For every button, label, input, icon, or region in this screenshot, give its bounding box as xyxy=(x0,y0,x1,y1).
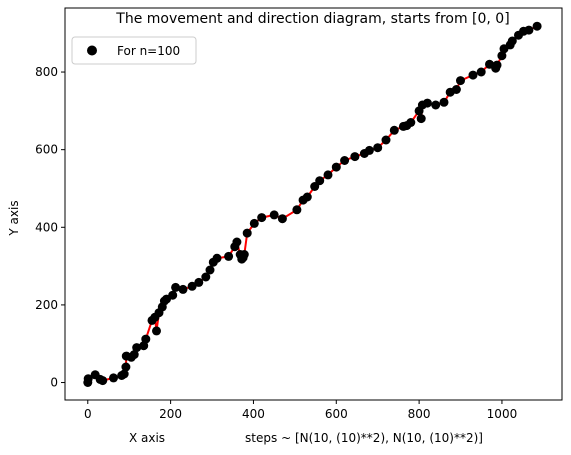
data-point xyxy=(242,228,252,238)
data-point xyxy=(239,250,249,259)
data-point xyxy=(98,376,108,386)
legend-label: For n=100 xyxy=(117,44,180,58)
data-point xyxy=(168,290,178,300)
data-point xyxy=(232,237,242,247)
data-point xyxy=(224,251,234,261)
data-point xyxy=(152,326,161,336)
y-tick-label: 600 xyxy=(35,143,58,157)
x-tick-label: 400 xyxy=(242,407,265,421)
data-point xyxy=(292,205,302,215)
data-point xyxy=(406,118,416,127)
data-point xyxy=(507,36,517,46)
data-point xyxy=(364,145,374,155)
data-point xyxy=(194,277,204,287)
data-point xyxy=(187,281,197,291)
data-point xyxy=(532,21,542,31)
data-point xyxy=(416,114,426,124)
x-axis-ticks: 0 200 400 600 800 1000 xyxy=(84,400,517,421)
x-axis-note: steps ~ [N(10, (10)**2), N(10, (10)**2)] xyxy=(245,431,483,445)
y-tick-label: 0 xyxy=(50,376,58,390)
chart-title: The movement and direction diagram, star… xyxy=(115,11,509,27)
y-tick-label: 800 xyxy=(35,65,58,79)
y-axis-label: Y axis xyxy=(7,200,21,236)
data-point xyxy=(323,170,333,180)
x-tick-label: 1000 xyxy=(487,407,518,421)
data-point xyxy=(492,60,502,70)
x-axis-label: X axis xyxy=(129,431,165,445)
plot-area xyxy=(83,21,542,387)
data-point xyxy=(119,369,129,379)
data-point xyxy=(201,272,211,282)
legend-box xyxy=(71,36,197,65)
data-point xyxy=(205,265,215,275)
x-tick-label: 200 xyxy=(159,407,182,421)
data-point xyxy=(109,373,118,383)
y-axis-ticks: 0 200 400 600 800 xyxy=(35,65,65,390)
data-point xyxy=(476,67,486,77)
y-tick-label: 400 xyxy=(35,220,58,234)
data-point xyxy=(121,362,131,372)
x-tick-label: 600 xyxy=(325,407,348,421)
y-tick-label: 200 xyxy=(35,298,58,312)
x-tick-label: 800 xyxy=(408,407,431,421)
data-point xyxy=(381,135,391,145)
data-point xyxy=(389,125,399,135)
data-point xyxy=(439,97,449,107)
legend: For n=100 xyxy=(71,36,197,65)
legend-marker xyxy=(87,45,97,56)
data-point xyxy=(212,253,222,263)
data-point xyxy=(315,176,325,186)
data-point xyxy=(141,334,151,344)
data-point xyxy=(302,192,312,202)
data-point xyxy=(431,100,441,110)
data-point xyxy=(129,350,139,360)
data-point xyxy=(468,70,478,80)
data-point xyxy=(340,156,350,165)
data-point xyxy=(331,162,341,172)
data-point xyxy=(373,143,383,153)
data-point xyxy=(456,76,465,86)
data-point xyxy=(524,25,534,35)
x-tick-label: 0 xyxy=(84,407,92,421)
data-point xyxy=(178,284,188,294)
data-point xyxy=(132,343,142,353)
data-point xyxy=(83,374,93,384)
data-point xyxy=(350,152,360,162)
data-point xyxy=(422,98,432,108)
data-point xyxy=(171,282,181,292)
data-point xyxy=(277,214,287,224)
data-point xyxy=(257,213,267,223)
data-point xyxy=(497,51,507,61)
data-point xyxy=(249,218,259,228)
axes-frame xyxy=(64,7,563,401)
data-point xyxy=(269,210,279,220)
data-point xyxy=(451,85,461,94)
